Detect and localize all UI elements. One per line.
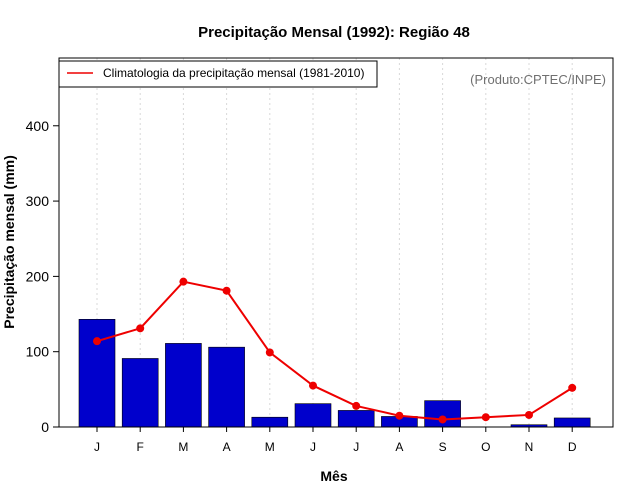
climatology-polyline: [96, 280, 573, 421]
legend-box: [58, 60, 378, 88]
climatology-point-8: [395, 411, 404, 420]
climatology-point-1: [93, 337, 101, 346]
climatology-point-11: [525, 410, 533, 419]
legend: Climatologia da precipitação mensal (198…: [58, 60, 378, 88]
y-axis-label: Precipitação mensal (mm): [1, 155, 17, 329]
y-tick-label: 300: [26, 193, 50, 209]
bar-4: [208, 346, 245, 428]
y-tick-label: 400: [26, 118, 50, 134]
x-tick-label: J: [94, 440, 100, 454]
x-tick-label: J: [353, 440, 359, 454]
credit-annotation: (Produto:CPTEC/INPE): [470, 72, 606, 87]
climatology-point-9: [438, 415, 447, 424]
x-tick-label: A: [395, 440, 403, 454]
climatology-point-2: [136, 324, 145, 333]
x-tick-label: N: [525, 440, 534, 454]
chart-title: Precipitação Mensal (1992): Região 48: [198, 24, 470, 41]
bar-3: [165, 343, 202, 428]
climatology-point-4: [222, 286, 231, 295]
x-tick-label: M: [178, 440, 188, 454]
x-tick-label: A: [223, 440, 231, 454]
x-axis-label: Mês: [320, 468, 347, 484]
x-tick-label: M: [265, 440, 275, 454]
bar-2: [121, 358, 159, 428]
bars: [78, 319, 591, 428]
climatology-point-5: [265, 348, 274, 357]
x-tick-label: F: [137, 440, 144, 454]
climatology-point-7: [352, 401, 361, 410]
legend-label: Climatologia da precipitação mensal (198…: [103, 66, 364, 80]
grid: [96, 58, 573, 427]
y-axis: 0 100 200 300 400: [26, 118, 59, 435]
climatology-point-10: [481, 413, 490, 422]
x-tick-label: J: [310, 440, 316, 454]
plot-frame: [58, 57, 614, 428]
x-tick-label: S: [439, 440, 447, 454]
bar-6: [294, 403, 332, 428]
climatology-point-3: [179, 277, 188, 286]
y-tick-label: 0: [41, 419, 49, 435]
y-tick-label: 200: [26, 268, 50, 284]
bar-7: [337, 410, 375, 428]
climatology-point-6: [309, 381, 317, 390]
climatology-line: [93, 277, 577, 424]
bar-1: [78, 319, 116, 428]
bar-5: [251, 416, 289, 428]
x-tick-label: O: [481, 440, 490, 454]
climatology-point-12: [568, 383, 577, 392]
y-tick-label: 100: [26, 344, 50, 360]
bar-12: [553, 417, 591, 428]
x-tick-label: D: [568, 440, 577, 454]
